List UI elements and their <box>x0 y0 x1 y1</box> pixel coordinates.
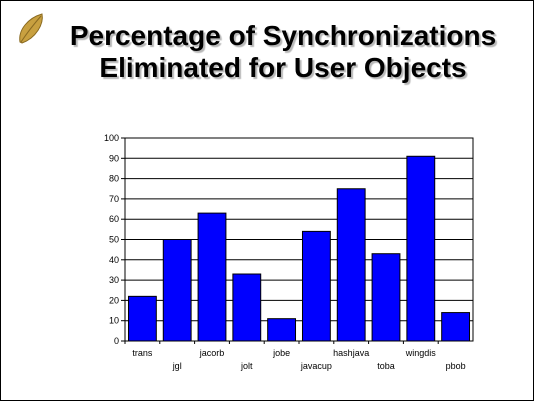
y-tick-label-0: 0 <box>114 336 119 346</box>
x-tick-label-trans: trans <box>132 348 153 358</box>
y-tick-label-4: 40 <box>109 255 119 265</box>
x-tick-label-jobe: jobe <box>272 348 290 358</box>
y-tick-label-1: 10 <box>109 316 119 326</box>
slide-title: Percentage of Synchronizations Eliminate… <box>38 20 528 84</box>
bar-toba <box>371 253 401 342</box>
bar-pbob <box>441 312 471 342</box>
x-tick-label-jolt: jolt <box>240 361 253 371</box>
bar-jgl <box>162 239 192 342</box>
bar-jolt <box>232 273 262 342</box>
y-tick-label-7: 70 <box>109 194 119 204</box>
y-tick-label-9: 90 <box>109 153 119 163</box>
slide-title-line-2: Eliminated for User Objects <box>99 52 467 83</box>
bar-trans <box>127 295 157 342</box>
slide-title-line-1: Percentage of Synchronizations <box>69 20 497 51</box>
x-tick-label-jacorb: jacorb <box>199 348 225 358</box>
x-tick-label-wingdis: wingdis <box>405 348 437 358</box>
x-tick-label-pbob: pbob <box>446 361 466 371</box>
x-tick-label-toba: toba <box>377 361 395 371</box>
y-tick-label-6: 60 <box>109 214 119 224</box>
bar-wingdis <box>406 155 436 342</box>
y-tick-label-5: 50 <box>109 235 119 245</box>
leaf-bullet-icon <box>19 13 43 44</box>
y-tick-label-10: 100 <box>104 133 119 143</box>
x-tick-label-javacup: javacup <box>300 361 332 371</box>
x-tick-label-jgl: jgl <box>172 361 182 371</box>
y-tick-label-8: 80 <box>109 174 119 184</box>
x-tick-label-hashjava: hashjava <box>333 348 369 358</box>
y-tick-label-3: 30 <box>109 275 119 285</box>
bar-jobe <box>267 318 297 342</box>
bar-jacorb <box>197 212 227 342</box>
bar-javacup <box>301 230 331 342</box>
bar-hashjava <box>336 188 366 342</box>
y-tick-label-2: 20 <box>109 295 119 305</box>
